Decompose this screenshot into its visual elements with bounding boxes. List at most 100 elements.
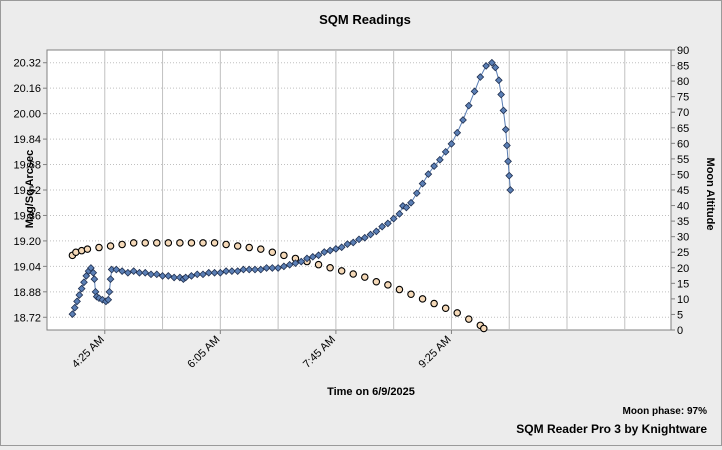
sqm-reading-point [124, 268, 132, 277]
sqm-readings-series [68, 58, 515, 318]
sqm-reading-point [210, 268, 219, 277]
sqm-reading-point [73, 297, 81, 306]
y2-tick-label: 55 [677, 154, 689, 166]
moon-altitude-point [453, 309, 461, 317]
sqm-reading-point [204, 268, 213, 277]
sqm-reading-point [337, 243, 346, 252]
y2-tick-label: 70 [677, 107, 689, 119]
sqm-reading-point [326, 246, 334, 255]
sqm-reading-point [104, 295, 113, 304]
y-axis-ticks: 18.72 18.88 19.04 19.20 19.36 19.52 19.68 19.84… [13, 58, 47, 324]
sqm-reading-point [280, 262, 288, 271]
y2-tick-label: 60 [677, 138, 689, 150]
sqm-reading-point [105, 287, 114, 296]
moon-phase-label: Moon phase: 97% [623, 406, 708, 417]
sqm-reading-point [135, 268, 144, 277]
y2-tick-label: 45 [677, 185, 689, 197]
sqm-reading-point [399, 202, 407, 210]
sqm-reading-point [193, 270, 202, 279]
sqm-reading-point [488, 58, 496, 67]
sqm-reading-point [199, 270, 207, 279]
moon-altitude-point [106, 242, 115, 250]
x-tick-label: 4:25 AM [70, 334, 107, 371]
sqm-reading-point [141, 268, 150, 277]
moon-altitude-point [245, 243, 253, 252]
sqm-reading-point [158, 272, 167, 280]
sqm-reading-point [504, 157, 512, 166]
y2-tick-label: 50 [677, 169, 689, 181]
sqm-reading-point [181, 273, 190, 282]
y2-tick-label: 20 [677, 263, 689, 275]
y-tick-label: 19.68 [13, 160, 41, 172]
sqm-reading-point [216, 268, 225, 277]
y-tick-label: 19.84 [13, 134, 41, 146]
sqm-reading-point [506, 186, 515, 194]
sqm-reading-point [436, 155, 444, 164]
sqm-reading-point [372, 227, 381, 236]
credit-label: SQM Reader Pro 3 by Knightware [516, 422, 707, 436]
sqm-reading-point [320, 248, 329, 256]
sqm-reading-point [147, 270, 155, 279]
sqm-reading-point [164, 272, 173, 280]
y2-tick-label: 75 [677, 92, 689, 104]
y2-axis-ticks: 0 5 10 15 20 25 30 35 40 45 50 55 60 65 70 75 80 85 90 [671, 45, 689, 337]
y2-tick-label: 90 [677, 45, 689, 57]
y-tick-label: 20.16 [13, 83, 41, 95]
moon-altitude-point [372, 278, 381, 286]
sqm-reading-point [332, 244, 340, 253]
moon-altitude-point [210, 239, 219, 247]
moon-altitude-point [480, 324, 488, 333]
y2-tick-label: 65 [677, 123, 689, 135]
sqm-reading-point [494, 76, 503, 85]
y2-axis-label: Moon Altitude [704, 158, 716, 231]
sqm-reading-point [152, 270, 161, 279]
moon-altitude-point [176, 239, 184, 247]
sqm-reading-point [464, 101, 473, 110]
sqm-reading-point [447, 139, 456, 148]
sqm-reading-point [222, 267, 230, 276]
moon-altitude-point [326, 264, 334, 272]
y2-tick-label: 35 [677, 216, 689, 228]
moon-altitude-point [118, 240, 126, 249]
sqm-reading-point [112, 265, 121, 274]
y2-tick-label: 0 [677, 325, 683, 337]
sqm-reading-point [314, 251, 323, 260]
y2-tick-label: 5 [677, 309, 683, 321]
sqm-reading-point [106, 275, 115, 283]
moon-altitude-point [268, 248, 277, 256]
y2-tick-label: 40 [677, 201, 689, 213]
moon-altitude-point [418, 295, 427, 303]
moon-altitude-point [222, 240, 230, 249]
sqm-reading-point [75, 291, 84, 299]
sqm-reading-point [476, 73, 485, 81]
sqm-reading-point [245, 265, 254, 274]
sqm-reading-point [497, 90, 505, 99]
moon-altitude-point [465, 315, 473, 323]
sqm-reading-point [407, 198, 415, 207]
sqm-reading-point [274, 264, 282, 272]
sqm-reading-point [262, 264, 271, 272]
y2-tick-label: 15 [677, 278, 689, 290]
moon-altitude-point [141, 239, 149, 247]
sqm-reading-point [90, 275, 99, 283]
y-tick-label: 20.00 [13, 109, 41, 121]
chart-title: SQM Readings [319, 12, 411, 27]
moon-altitude-point [153, 239, 161, 247]
sqm-reading-point [268, 264, 277, 272]
sqm-reading-point [233, 267, 242, 276]
sqm-reading-point [441, 147, 450, 156]
sqm-reading-point [187, 272, 196, 280]
moon-altitude-point [95, 243, 103, 252]
sqm-reading-point [297, 257, 306, 266]
sqm-reading-point [118, 267, 126, 276]
moon-altitude-point [164, 239, 173, 247]
sqm-reading-point [239, 265, 248, 274]
moon-altitude-point [233, 242, 242, 250]
moon-altitude-point [361, 273, 369, 281]
moon-altitude-point [83, 245, 92, 253]
sqm-reading-point [70, 303, 79, 312]
moon-altitude-point [407, 290, 415, 298]
sqm-reading-point [77, 284, 86, 293]
x-tick-label: 7:45 AM [301, 334, 338, 371]
